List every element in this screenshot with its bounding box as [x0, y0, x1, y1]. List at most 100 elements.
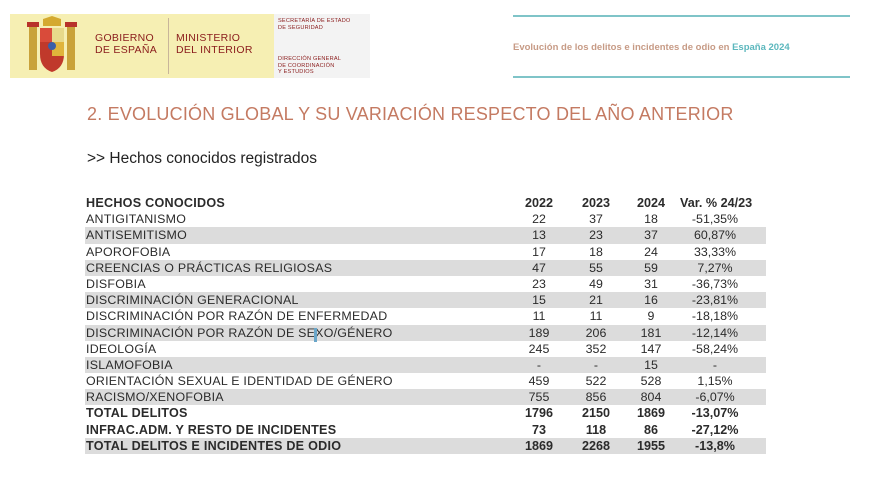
cell-2022: 23: [532, 276, 546, 291]
cell-2022: 245: [528, 341, 550, 356]
table-row: DISCRIMINACIÓN GENERACIONAL 15 21 16 -23…: [85, 292, 766, 309]
cell-2023: 118: [585, 422, 607, 437]
section-title: 2. EVOLUCIÓN GLOBAL Y SU VARIACIÓN RESPE…: [87, 104, 734, 124]
cell-variation: -6,07%: [695, 390, 735, 405]
table-header-row: HECHOS CONOCIDOS 2022 2023 2024 Var. % 2…: [85, 195, 766, 211]
secretaria-label: SECRETARÍA DE ESTADO DE SEGURIDAD: [278, 18, 351, 31]
grand-total-row: TOTAL DELITOS E INCIDENTES DE ODIO 1869 …: [85, 437, 766, 454]
cell-variation: -27,12%: [691, 422, 739, 437]
cell-2024: 59: [644, 260, 658, 275]
table-row: ISLAMOFOBIA - - 15 -: [85, 356, 766, 374]
cell-variation: 60,87%: [693, 228, 737, 243]
cell-2024: 18: [644, 212, 658, 227]
row-label: IDEOLOGÍA: [86, 341, 157, 356]
table-row: IDEOLOGÍA 245 352 147 -58,24%: [85, 341, 766, 357]
cell-2022: -: [536, 357, 542, 372]
table-row: ANTISEMITISMO 13 23 37 60,87%: [85, 227, 766, 244]
total-label: INFRAC.ADM. Y RESTO DE INCIDENTES: [86, 422, 337, 437]
cell-2024: 181: [640, 325, 662, 340]
cell-2024: 86: [643, 422, 658, 437]
cell-2024: 147: [640, 341, 662, 356]
cell-2024: 528: [640, 374, 662, 389]
coat-of-arms-icon: [27, 16, 77, 72]
row-label: APOROFOBIA: [86, 244, 171, 259]
header-bottom-rule: [513, 76, 850, 78]
table-row: ORIENTACIÓN SEXUAL E IDENTIDAD DE GÉNERO…: [85, 373, 766, 389]
cell-2022: 13: [532, 228, 546, 243]
total-row: INFRAC.ADM. Y RESTO DE INCIDENTES 73 118…: [85, 422, 766, 438]
cell-2023: 2268: [581, 438, 611, 453]
cell-variation: 7,27%: [697, 260, 733, 275]
table-row: CREENCIAS O PRÁCTICAS RELIGIOSAS 47 55 5…: [85, 259, 766, 276]
cell-variation: -13,8%: [695, 438, 735, 453]
direccion-label: DIRECCIÓN GENERAL DE COORDINACIÓN Y ESTU…: [278, 56, 342, 76]
secretaria-block: [274, 14, 370, 78]
cell-2023: 49: [589, 276, 603, 291]
cell-2022: 1796: [524, 406, 554, 421]
text-cursor: [314, 328, 317, 342]
row-label: ISLAMOFOBIA: [86, 357, 173, 372]
cell-2024: 24: [644, 244, 658, 259]
cell-variation: 33,33%: [693, 244, 737, 259]
cell-2024: 9: [647, 309, 655, 324]
logo-divider: [168, 18, 169, 74]
header-2024: 2024: [636, 196, 666, 210]
hate-crimes-table: HECHOS CONOCIDOS 2022 2023 2024 Var. % 2…: [85, 195, 766, 454]
cell-2024: 15: [644, 357, 658, 372]
cell-variation: -23,81%: [691, 293, 739, 308]
cell-2023: 21: [589, 293, 603, 308]
cell-2024: 16: [644, 293, 658, 308]
cell-2022: 17: [532, 244, 546, 259]
cell-2024: 1955: [636, 438, 666, 453]
cell-2023: -: [593, 357, 599, 372]
ministerio-label: MINISTERIO DEL INTERIOR: [176, 32, 253, 56]
cell-2022: 11: [532, 309, 546, 324]
row-label: DISCRIMINACIÓN POR RAZÓN DE SEXO/GÉNERO: [86, 325, 393, 340]
cell-variation: -13,07%: [691, 406, 739, 421]
table-row: RACISMO/XENOFOBIA 755 856 804 -6,07%: [85, 389, 766, 406]
cell-variation: -51,35%: [691, 212, 739, 227]
row-label: RACISMO/XENOFOBIA: [86, 390, 224, 405]
table-row: APOROFOBIA 17 18 24 33,33%: [85, 244, 766, 260]
row-label: ANTISEMITISMO: [86, 228, 188, 243]
cell-2022: 73: [531, 422, 546, 437]
cell-variation: -36,73%: [691, 276, 739, 291]
table-row: ANTIGITANISMO 22 37 18 -51,35%: [85, 211, 766, 227]
header-label: HECHOS CONOCIDOS: [86, 196, 226, 210]
cell-variation: -58,24%: [691, 341, 739, 356]
cell-2023: 37: [589, 212, 603, 227]
cell-2022: 47: [532, 260, 546, 275]
total-row: TOTAL DELITOS 1796 2150 1869 -13,07%: [85, 405, 766, 421]
cell-variation: -12,14%: [691, 325, 739, 340]
table-row: DISCRIMINACIÓN POR RAZÓN DE SEXO/GÉNERO …: [85, 324, 766, 341]
header-top-rule: [513, 15, 850, 17]
cell-2022: 189: [528, 325, 550, 340]
cell-2023: 522: [585, 374, 607, 389]
row-label: CREENCIAS O PRÁCTICAS RELIGIOSAS: [86, 260, 333, 275]
table-row: DISFOBIA 23 49 31 -36,73%: [85, 276, 766, 292]
row-label: ANTIGITANISMO: [86, 212, 187, 227]
cell-2023: 11: [589, 309, 603, 324]
cell-2023: 18: [589, 244, 603, 259]
cell-2022: 755: [528, 390, 550, 405]
cell-2024: 804: [640, 390, 662, 405]
cell-2023: 206: [585, 325, 607, 340]
header-variation: Var. % 24/23: [680, 196, 753, 210]
cell-2023: 23: [589, 228, 603, 243]
row-label: DISCRIMINACIÓN POR RAZÓN DE ENFERMEDAD: [86, 309, 388, 324]
cell-2022: 459: [528, 374, 550, 389]
government-logo-block: GOBIERNO DE ESPAÑA MINISTERIO DEL INTERI…: [10, 14, 370, 78]
cell-2023: 55: [589, 260, 603, 275]
cell-variation: 1,15%: [697, 374, 733, 389]
cell-2024: 37: [644, 228, 658, 243]
cell-2022: 1869: [524, 438, 554, 453]
row-label: ORIENTACIÓN SEXUAL E IDENTIDAD DE GÉNERO: [86, 374, 393, 389]
cell-2023: 352: [585, 341, 607, 356]
cell-2023: 2150: [581, 406, 611, 421]
row-label: DISFOBIA: [86, 276, 146, 291]
gobierno-label: GOBIERNO DE ESPAÑA: [95, 32, 158, 56]
cell-2022: 15: [532, 293, 546, 308]
cell-2023: 856: [585, 390, 607, 405]
cell-variation: -18,18%: [691, 309, 739, 324]
row-label: DISCRIMINACIÓN GENERACIONAL: [86, 293, 299, 308]
